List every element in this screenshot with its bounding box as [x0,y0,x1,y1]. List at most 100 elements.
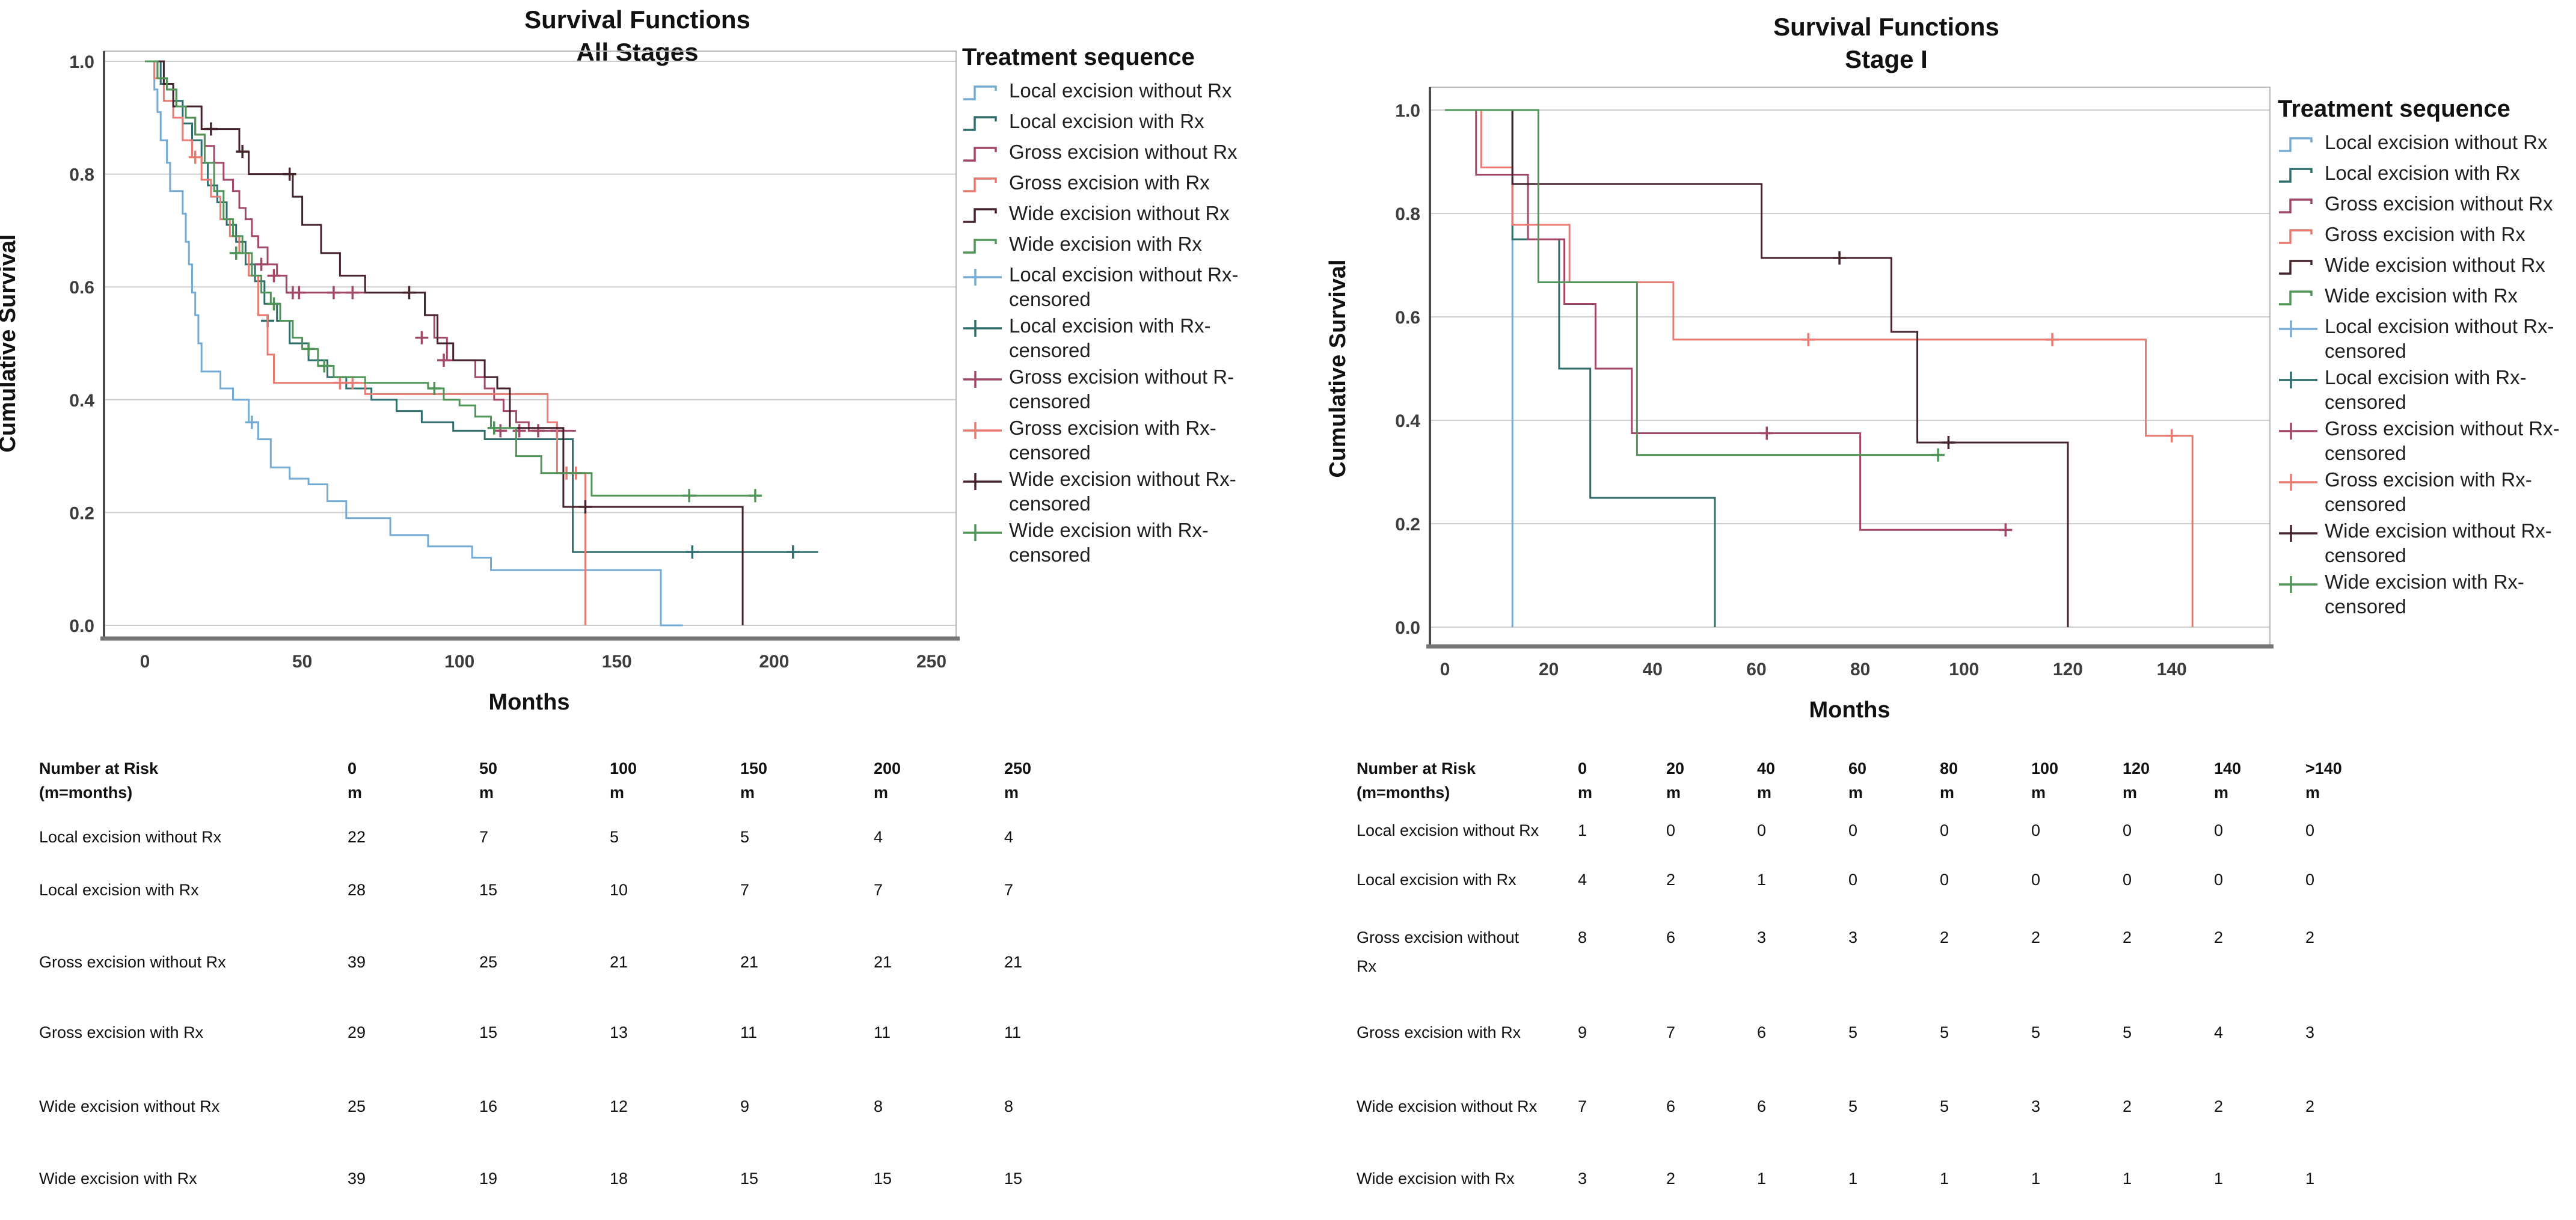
censor-marks-wide-excision-with-rx [1931,448,1945,462]
risk-table-title-line2: (m=months) [1357,783,1450,802]
censor-marks-gross-excision-without-rx [1760,426,2013,537]
legend-swatch-censor-icon [2279,576,2317,593]
survival-curve-gross-excision-without-rx [145,60,576,432]
survival-curve-wide-excision-with-rx [145,60,762,497]
risk-cell: 7 [1666,1023,1676,1041]
legend-item-local-excision-without-rx: Local excision without Rx [2278,130,2574,159]
risk-cell: 8 [1004,1097,1014,1115]
risk-cell: 7 [479,828,489,846]
risk-cell: 6 [1666,928,1676,946]
legend-items: Local excision without Rx Local excision … [962,78,1281,567]
risk-cell: 29 [348,1023,366,1041]
step-line-icon [2279,137,2313,152]
risk-cell: 2 [2031,928,2041,946]
risk-row-label: Local excision without Rx [1357,821,1539,839]
risk-cell: 3 [1848,928,1858,946]
risk-cell: 15 [740,1169,759,1188]
legend-item-local-excision-without-rx-censored: Local excision without Rx- censored [962,262,1281,311]
risk-cell: 0 [2305,871,2315,889]
risk-cell: 3 [1578,1169,1587,1188]
legend-item-gross-excision-with-rx: Gross excision with Rx [962,170,1281,199]
legend-title: Treatment sequence [962,44,1195,70]
risk-col-header: 200 [874,759,901,777]
risk-col-header: 140 [2214,759,2242,777]
legend-item-label: Gross excision without R- censored [1009,366,1234,412]
survival-panel-stage-i: Survival Functions Stage I Cumulative Su… [1288,0,2576,1220]
legend-swatch-step-icon [963,116,997,131]
risk-row-label: Wide excision with Rx [39,1169,197,1188]
x-tick-label: 50 [292,652,312,672]
risk-cell: 5 [1940,1023,1949,1041]
y-tick-label: 1.0 [1395,101,1420,121]
risk-cell: 25 [348,1097,366,1115]
risk-cell: 21 [1004,953,1023,971]
legend-item-gross-excision-without-rx: Gross excision without Rx [962,139,1281,168]
risk-col-unit: m [2031,783,2046,802]
risk-cell: 8 [1578,928,1587,946]
risk-cell: 0 [1848,821,1858,839]
legend-item-wide-excision-without-rx: Wide excision without Rx [962,201,1281,230]
risk-cell: 22 [348,828,366,846]
risk-row-label: Wide excision without Rx [1357,1097,1538,1115]
risk-cell: 15 [1004,1169,1023,1188]
risk-cell: 1 [1757,1169,1767,1188]
x-tick-label: 40 [1643,660,1663,679]
step-line-icon [963,239,997,254]
plot-frame [103,51,957,639]
risk-col-header: 40 [1757,759,1776,777]
survival-curve-local-excision-without-rx [1445,109,1513,627]
risk-col-unit: m [2305,783,2320,802]
risk-cell: 16 [479,1097,498,1115]
risk-cell: 3 [2305,1023,2315,1041]
legend-item-label: Gross excision without Rx [1009,141,1237,163]
step-line-icon [2279,290,2313,305]
x-tick-label: 0 [1440,660,1450,679]
legend-swatch-censor-icon [2279,372,2317,388]
censor-marks-gross-excision-with-rx [1802,333,2179,443]
survival-curve-gross-excision-with-rx [1445,109,2194,627]
legend-item-label: Local excision without Rx [2325,131,2548,153]
step-line-icon [2279,229,2313,244]
legend-swatch-step-icon [963,177,997,192]
risk-table: Number at Risk (m=months) 0 m 50 m 100 m 150 m 200… [0,754,1288,1220]
legend-swatch-step-icon [2279,198,2313,213]
y-tick-label: 0.0 [1395,618,1420,638]
x-tick-label: 140 [2157,660,2187,679]
risk-col-unit: m [874,783,889,802]
y-tick-label: 0.0 [69,616,94,636]
risk-cell: 4 [2214,1023,2224,1041]
legend: Treatment sequence Local excision withou… [962,43,1281,569]
risk-cell: 1 [2031,1169,2041,1188]
survival-curve-wide-excision-without-rx [145,60,744,625]
risk-col-unit: m [479,783,494,802]
legend-item-local-excision-with-rx: Local excision with Rx [962,109,1281,138]
legend-item-local-excision-with-rx-censored: Local excision with Rx- censored [962,313,1281,363]
risk-col-header: 120 [2123,759,2150,777]
risk-cell: 28 [348,881,366,899]
legend-swatch-censor-icon [963,422,1002,439]
y-tick-label: 0.4 [1395,411,1420,431]
risk-cell: 13 [610,1023,628,1041]
risk-cell: 2 [2305,1097,2315,1115]
risk-col-header: 0 [1578,759,1587,777]
legend-item-gross-excision-with-rx-censored: Gross excision with Rx- censored [962,415,1281,465]
risk-cell: 4 [1004,828,1014,846]
x-tick-label: 80 [1850,660,1870,679]
risk-cell: 0 [2214,871,2224,889]
step-line-icon [963,147,997,162]
legend-item-label: Wide excision without Rx [1009,202,1230,224]
legend-item-gross-excision-without-rx: Gross excision without Rx [2278,191,2574,220]
legend-swatch-censor-icon [2279,423,2317,440]
y-tick-label: 0.6 [1395,308,1420,328]
risk-cell: 18 [610,1169,628,1188]
risk-col-header: 0 [348,759,357,777]
risk-col-unit: m [348,783,363,802]
risk-col-header: 100 [2031,759,2059,777]
legend-swatch-censor-icon [963,524,1002,541]
risk-cell: 0 [1940,871,1949,889]
x-tick-label: 100 [444,652,474,672]
chart-title-line1: Survival Functions [1773,13,1999,41]
legend-item-wide-excision-with-rx: Wide excision with Rx [962,231,1281,260]
risk-cell: 0 [2123,821,2132,839]
